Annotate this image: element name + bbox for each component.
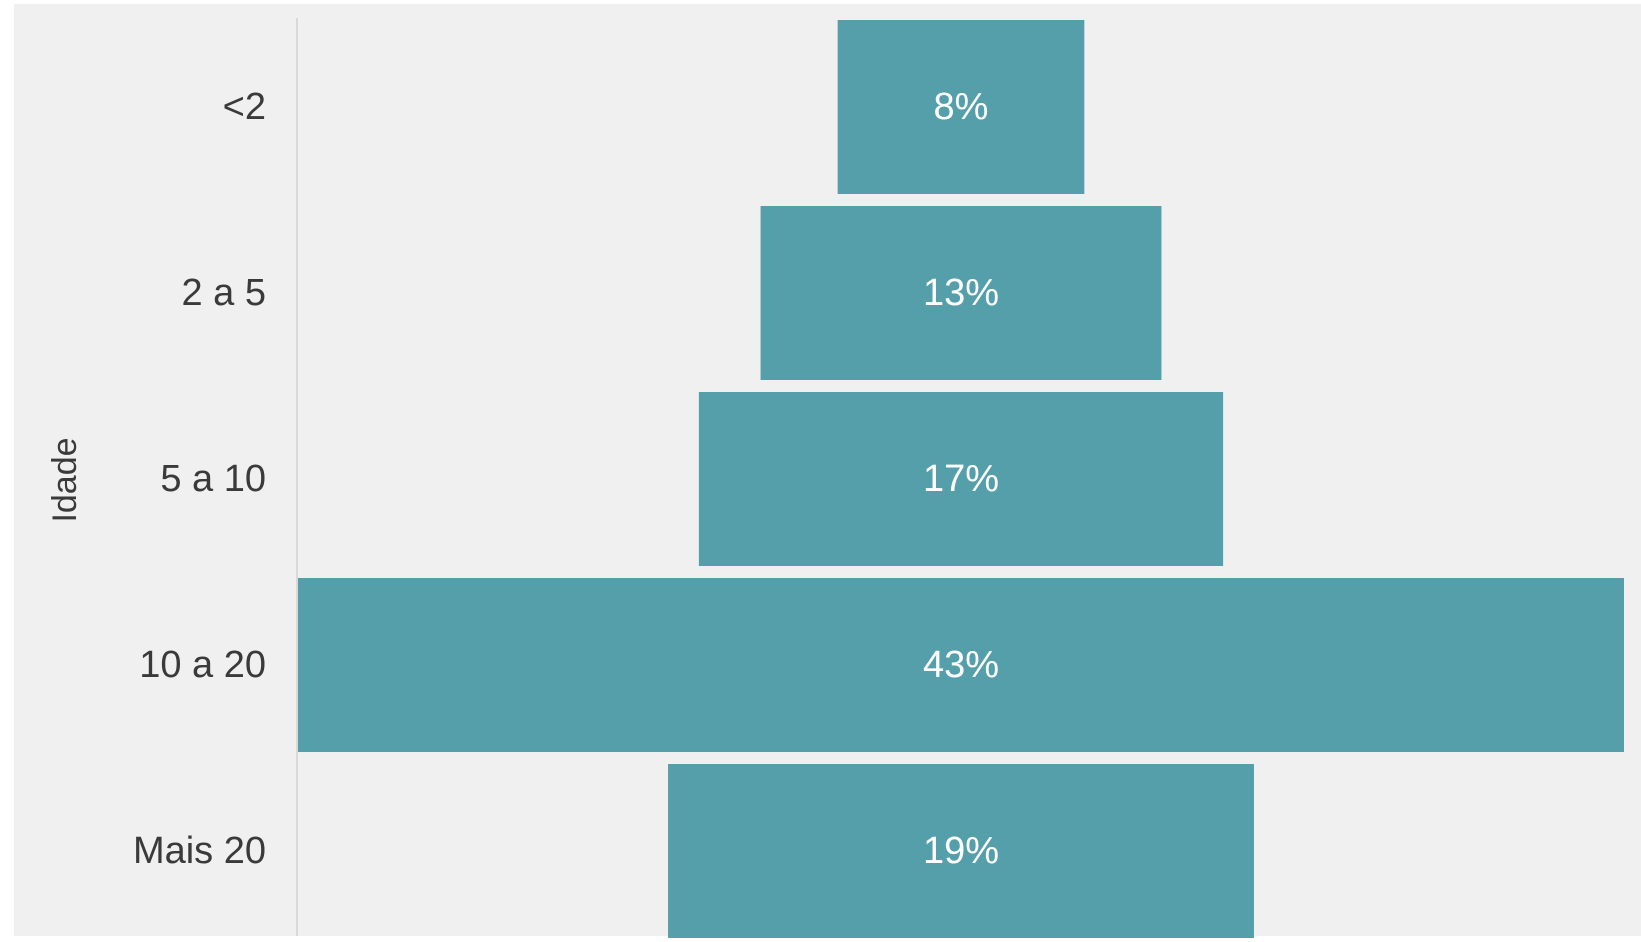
category-label-3: 5 a 10 bbox=[160, 458, 266, 500]
category-label-2: 2 a 5 bbox=[181, 272, 266, 314]
category-label-4: 10 a 20 bbox=[139, 644, 266, 686]
value-label-2: 13% bbox=[923, 272, 999, 314]
value-label-1: 8% bbox=[934, 86, 989, 128]
y-axis-title: Idade bbox=[46, 437, 84, 522]
value-label-4: 43% bbox=[923, 644, 999, 686]
category-label-5: Mais 20 bbox=[133, 830, 266, 872]
value-label-3: 17% bbox=[923, 458, 999, 500]
category-label-1: <2 bbox=[223, 86, 266, 128]
value-label-5: 19% bbox=[923, 830, 999, 872]
